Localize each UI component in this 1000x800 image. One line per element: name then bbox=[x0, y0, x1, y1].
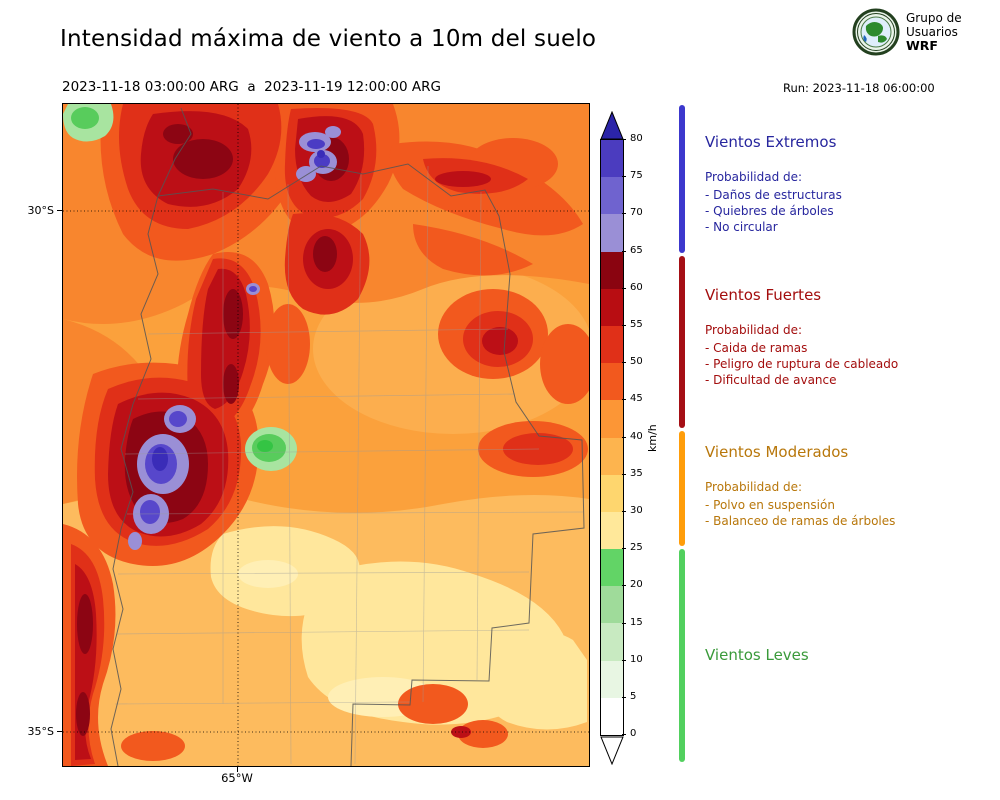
colorbar-tick-25: 25 bbox=[622, 542, 643, 553]
wrf-logo: Grupo de Usuarios WRF bbox=[852, 8, 962, 56]
page-title: Intensidad máxima de viento a 10m del su… bbox=[60, 26, 597, 52]
legend-category-extremos: Vientos Extremos Probabilidad de: - Daño… bbox=[705, 133, 965, 236]
logo-line-2: Usuarios bbox=[906, 25, 958, 39]
colorbar-segment bbox=[601, 474, 623, 512]
legend-category-fuertes: Vientos Fuertes Probabilidad de: - Caida… bbox=[705, 286, 965, 389]
colorbar-segment bbox=[601, 325, 623, 364]
model-run-label: Run: 2023-11-18 06:00:00 bbox=[783, 81, 935, 95]
colorbar-tick-70: 70 bbox=[622, 207, 643, 218]
colorbar-tick-60: 60 bbox=[622, 282, 643, 293]
colorbar-tick-65: 65 bbox=[622, 245, 643, 256]
colorbar-tick-20: 20 bbox=[622, 579, 643, 590]
colorbar-over-arrow bbox=[600, 111, 624, 140]
colorbar-segment bbox=[601, 251, 623, 289]
lon-label-65w: 65°W bbox=[221, 771, 253, 785]
colorbar-segment bbox=[601, 214, 623, 252]
logo-text: Grupo de Usuarios WRF bbox=[906, 11, 962, 53]
logo-line-3: WRF bbox=[906, 38, 938, 53]
colorbar-tick-35: 35 bbox=[622, 468, 643, 479]
colorbar-tick-5: 5 bbox=[621, 691, 637, 702]
legend-item: - Balanceo de ramas de árboles bbox=[705, 514, 896, 529]
legend-item: - Quiebres de árboles bbox=[705, 204, 834, 219]
wind-map bbox=[62, 103, 590, 767]
colorbar-tick-15: 15 bbox=[622, 617, 643, 628]
legend-prob-title: Probabilidad de: bbox=[705, 323, 803, 337]
legend-item: - Dificultad de avance bbox=[705, 373, 837, 388]
colorbar-segment bbox=[601, 549, 623, 587]
legend-bar-moderados bbox=[679, 431, 685, 546]
legend-item: - Peligro de ruptura de cableado bbox=[705, 357, 899, 372]
colorbar-tick-45: 45 bbox=[622, 393, 643, 404]
colorbar-segment bbox=[601, 363, 623, 401]
colorbar-tick-50: 50 bbox=[622, 356, 643, 367]
forecast-period: 2023-11-18 03:00:00 ARG a 2023-11-19 12:… bbox=[62, 79, 441, 95]
colorbar-segment bbox=[601, 177, 623, 215]
legend-item: - No circular bbox=[705, 220, 778, 235]
legend-bar-extremos bbox=[679, 105, 685, 253]
lat-tick-30s bbox=[57, 210, 62, 211]
lat-tick-35s bbox=[57, 731, 62, 732]
colorbar-tick-55: 55 bbox=[622, 319, 643, 330]
globe-icon bbox=[852, 8, 900, 56]
legend-title-fuertes: Vientos Fuertes bbox=[705, 286, 822, 304]
colorbar-segment bbox=[601, 140, 623, 178]
lat-label-35s: 35°S bbox=[27, 725, 54, 738]
colorbar-segment bbox=[601, 623, 623, 661]
colorbar bbox=[600, 139, 624, 736]
logo-line-1: Grupo de bbox=[906, 11, 962, 25]
colorbar-segment bbox=[601, 400, 623, 438]
colorbar-tick-10: 10 bbox=[622, 654, 643, 665]
colorbar-tick-40: 40 bbox=[622, 431, 643, 442]
legend-bar-fuertes bbox=[679, 256, 685, 428]
colorbar-unit-label: km/h bbox=[646, 424, 659, 452]
colorbar-segment bbox=[601, 586, 623, 624]
legend-item: - Polvo en suspensión bbox=[705, 498, 835, 512]
colorbar-segment bbox=[601, 697, 623, 735]
lat-label-30s: 30°S bbox=[27, 204, 54, 217]
colorbar-tick-75: 75 bbox=[622, 170, 643, 181]
legend-category-leves: Vientos Leves bbox=[705, 646, 965, 683]
lon-tick-65w bbox=[237, 767, 238, 772]
legend-title-moderados: Vientos Moderados bbox=[705, 443, 849, 461]
colorbar-tick-80: 80 bbox=[622, 133, 643, 144]
legend-bar-leves bbox=[679, 549, 685, 762]
colorbar-segment bbox=[601, 437, 623, 475]
legend-category-moderados: Vientos Moderados Probabilidad de: - Pol… bbox=[705, 443, 965, 529]
legend-title-leves: Vientos Leves bbox=[705, 646, 809, 664]
colorbar-under-arrow bbox=[600, 736, 624, 765]
legend-title-extremos: Vientos Extremos bbox=[705, 133, 837, 151]
legend-prob-title: Probabilidad de: bbox=[705, 170, 803, 184]
colorbar-segment bbox=[601, 288, 623, 326]
colorbar-tick-0: 0 bbox=[621, 728, 637, 739]
colorbar-tick-30: 30 bbox=[622, 505, 643, 516]
legend-prob-title: Probabilidad de: bbox=[705, 480, 803, 494]
colorbar-segment bbox=[601, 660, 623, 698]
legend-item: - Daños de estructuras bbox=[705, 188, 842, 202]
colorbar-segment bbox=[601, 511, 623, 550]
legend-item: - Caida de ramas bbox=[705, 341, 808, 355]
